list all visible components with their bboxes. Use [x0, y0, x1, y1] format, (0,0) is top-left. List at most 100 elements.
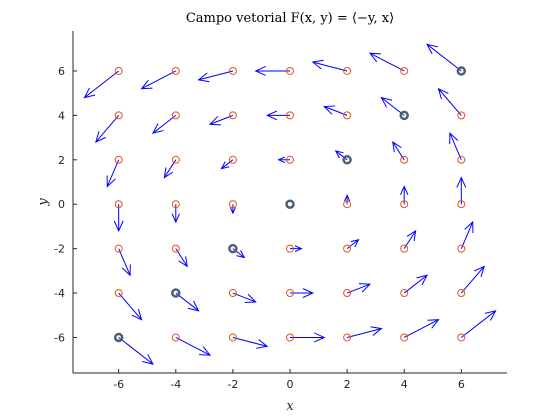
vector-arrow: [312, 61, 348, 72]
vector-arrowhead: [294, 245, 303, 252]
vector-arrow: [118, 292, 142, 321]
y-tick-label: 4: [58, 109, 65, 122]
vector-arrowhead: [265, 110, 278, 121]
vector-arrowhead: [151, 123, 164, 134]
grid-point: [400, 289, 409, 298]
vector-arrow: [232, 336, 268, 347]
grid-point: [114, 244, 123, 253]
grid-point: [114, 289, 123, 298]
grid-point: [343, 333, 352, 342]
vector-arrowhead: [220, 161, 230, 170]
vector-arrowhead: [406, 229, 417, 242]
axis-ticks: -6 -4 -2 0 2 4 6 -6 -4 -2 0 2 4 6: [54, 31, 507, 391]
grid-point: [286, 333, 294, 342]
vector-arrowhead: [350, 239, 360, 248]
grid-point: [457, 289, 466, 298]
vector-arrowhead: [178, 256, 188, 268]
vector-arrowhead: [426, 43, 438, 55]
x-tick-label: 4: [401, 378, 408, 391]
vector-arrow: [346, 283, 371, 294]
vector-arrow: [232, 292, 256, 303]
grid-point: [286, 111, 294, 120]
y-tick-label: -2: [54, 243, 65, 256]
grid-point: [457, 244, 466, 253]
vector-arrowhead: [400, 185, 409, 195]
vector-arrowhead: [464, 220, 474, 233]
vector-arrow: [152, 114, 177, 134]
grid-point: [228, 200, 237, 209]
vector-arrowhead: [140, 79, 153, 90]
grid-point: [457, 333, 466, 342]
vector-arrow: [403, 274, 428, 294]
vector-arrowhead: [197, 72, 210, 83]
vector-arrowhead: [199, 346, 212, 356]
grid-point: [343, 111, 352, 120]
vector-arrow: [118, 248, 131, 276]
vector-arrowhead: [302, 288, 315, 298]
vector-arrow: [346, 328, 382, 338]
vector-arrowhead: [344, 194, 351, 202]
grid-point: [400, 200, 409, 209]
highlighted-point: [171, 288, 181, 298]
vector-arrow: [403, 319, 439, 338]
grid-point: [171, 244, 180, 253]
vector-arrowhead: [334, 150, 344, 159]
grid-point: [171, 111, 180, 120]
grid-point: [228, 289, 237, 298]
vector-arrowhead: [254, 66, 266, 76]
vector-arrowhead: [171, 213, 180, 224]
vector-arrowhead: [311, 59, 324, 70]
vector-arrowhead: [427, 319, 440, 329]
vector-arrowhead: [229, 207, 236, 215]
y-tick-label: -4: [54, 287, 65, 300]
vector-arrow: [175, 292, 199, 312]
grid-point: [114, 66, 123, 75]
vector-arrowhead: [256, 339, 269, 349]
highlighted-point: [113, 332, 124, 343]
vector-arrow: [95, 115, 120, 143]
highlighted-point: [342, 155, 352, 165]
x-tick-label: -6: [113, 378, 124, 391]
vector-arrow: [141, 70, 177, 90]
vector-arrow: [221, 159, 234, 170]
grid-point: [171, 155, 180, 164]
vector-arrowhead: [392, 141, 402, 153]
grid-point: [343, 244, 352, 253]
vector-arrowhead: [484, 310, 497, 321]
vector-arrow: [84, 70, 119, 99]
grid-point: [286, 66, 294, 75]
grid-point: [400, 333, 409, 342]
vector-arrow: [426, 43, 462, 72]
grid-point: [457, 155, 466, 164]
vector-arrowhead: [474, 265, 485, 278]
vector-arrow: [118, 337, 154, 365]
grid-point: [343, 289, 352, 298]
vector-arrowhead: [368, 52, 381, 63]
grid-point: [343, 66, 352, 75]
highlighted-point: [399, 110, 409, 121]
grid-point: [228, 66, 237, 75]
grid-point: [286, 289, 294, 298]
grid-point: [228, 333, 237, 342]
highlighted-point: [228, 243, 238, 254]
grid-point: [114, 155, 123, 164]
y-tick-label: 0: [58, 198, 65, 211]
highlighted-point: [285, 199, 295, 209]
vector-arrow: [209, 114, 234, 125]
vector-arrowhead: [208, 116, 222, 126]
x-tick-label: -2: [227, 378, 238, 391]
x-axis-label: x: [286, 399, 294, 414]
vector-arrow: [324, 106, 348, 116]
vector-arrowhead: [113, 220, 124, 233]
vector-arrowhead: [244, 293, 257, 304]
vector-arrow: [438, 88, 462, 116]
vector-arrowhead: [83, 87, 96, 99]
vector-arrowhead: [323, 105, 336, 115]
y-tick-label: -6: [54, 331, 65, 344]
y-tick-label: 6: [58, 65, 65, 78]
vector-arrowhead: [131, 309, 143, 321]
vector-arrowhead: [449, 132, 459, 145]
grid-point: [286, 155, 294, 164]
vector-arrow: [460, 266, 485, 294]
